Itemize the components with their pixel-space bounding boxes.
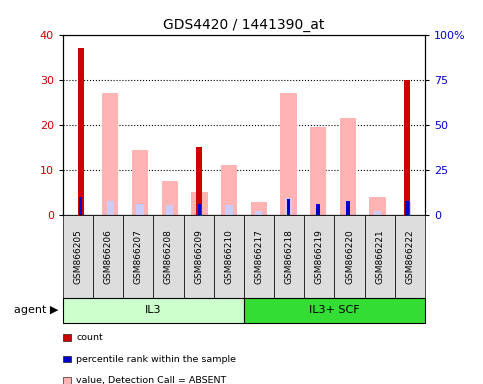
Bar — [369, 197, 386, 215]
Bar — [107, 200, 114, 215]
Text: GSM866207: GSM866207 — [134, 229, 143, 284]
Bar — [346, 200, 350, 215]
Text: percentile rank within the sample: percentile rank within the sample — [76, 354, 236, 364]
Title: GDS4420 / 1441390_at: GDS4420 / 1441390_at — [163, 18, 325, 32]
Bar — [161, 181, 178, 215]
Bar — [405, 200, 409, 215]
Text: GSM866220: GSM866220 — [345, 229, 354, 284]
Text: GSM866206: GSM866206 — [103, 229, 113, 284]
Bar — [136, 204, 143, 215]
Text: GSM866205: GSM866205 — [73, 229, 83, 284]
Bar — [285, 198, 292, 215]
Bar — [316, 204, 320, 215]
Text: count: count — [76, 333, 103, 343]
Bar — [251, 202, 267, 215]
Text: GSM866221: GSM866221 — [375, 229, 384, 284]
Bar — [374, 212, 381, 215]
Bar — [166, 205, 173, 215]
Text: GSM866219: GSM866219 — [315, 229, 324, 284]
Text: IL3+ SCF: IL3+ SCF — [309, 305, 360, 315]
Bar — [102, 93, 118, 215]
Text: GSM866208: GSM866208 — [164, 229, 173, 284]
Bar — [310, 127, 327, 215]
Bar — [132, 150, 148, 215]
Bar — [79, 197, 83, 215]
Text: GSM866209: GSM866209 — [194, 229, 203, 284]
Bar — [340, 118, 356, 215]
Text: value, Detection Call = ABSENT: value, Detection Call = ABSENT — [76, 376, 227, 384]
Bar — [280, 93, 297, 215]
Text: GSM866218: GSM866218 — [284, 229, 294, 284]
Bar — [198, 204, 201, 215]
Bar — [255, 212, 262, 215]
Bar — [77, 48, 84, 215]
Text: IL3: IL3 — [145, 305, 162, 315]
Bar — [404, 80, 411, 215]
Text: GSM866210: GSM866210 — [224, 229, 233, 284]
Bar — [196, 147, 202, 215]
Text: GSM866217: GSM866217 — [255, 229, 264, 284]
Bar — [221, 166, 237, 215]
Bar — [191, 192, 208, 215]
Bar — [286, 199, 290, 215]
Text: agent ▶: agent ▶ — [14, 305, 58, 315]
Bar — [226, 205, 233, 215]
Bar — [404, 202, 411, 215]
Text: GSM866222: GSM866222 — [405, 229, 414, 284]
